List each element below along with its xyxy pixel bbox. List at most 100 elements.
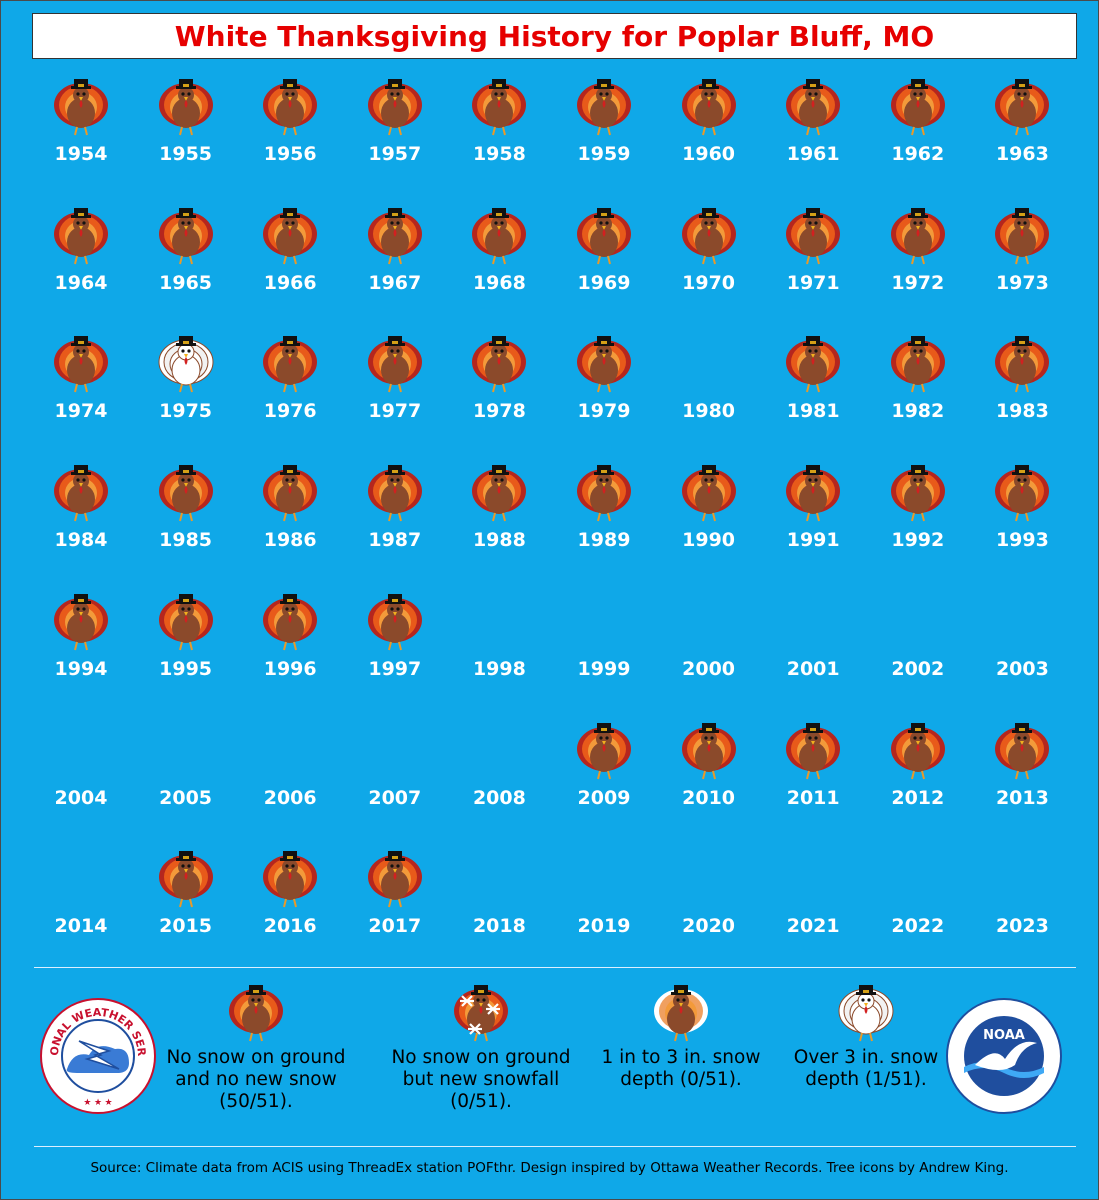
- year-cell-1964: 1964: [29, 200, 133, 320]
- turkey-icon: [472, 336, 527, 393]
- year-label: 1988: [472, 529, 526, 552]
- turkey-icon: [995, 207, 1050, 264]
- turkey-icon: [367, 465, 422, 522]
- turkey-icon: [786, 207, 841, 264]
- turkey-icon: [786, 79, 841, 136]
- year-label: 1975: [159, 400, 213, 423]
- year-cell-1999: 1999: [552, 586, 656, 706]
- turkey-icon: [577, 79, 631, 136]
- year-cell-1967: 1967: [343, 200, 447, 320]
- year-cell-1989: 1989: [552, 457, 656, 577]
- year-cell-2009: 2009: [552, 715, 656, 835]
- year-label: 1982: [891, 400, 945, 423]
- year-label: 1993: [995, 529, 1049, 552]
- turkey-icon: [263, 465, 318, 522]
- year-label: 1992: [891, 529, 945, 552]
- noaa-logo: NOAA: [946, 998, 1062, 1114]
- year-cell-1959: 1959: [552, 71, 656, 191]
- turkey-icon: [786, 336, 841, 393]
- turkey-icon: [995, 336, 1050, 393]
- legend-text: No snow on ground and no new snow (50/51…: [166, 1047, 346, 1112]
- year-cell-1962: 1962: [866, 71, 970, 191]
- year-cell-2014: 2014: [29, 843, 133, 963]
- year-cell-1975: 1975: [134, 328, 238, 448]
- year-label: 1965: [159, 271, 213, 294]
- turkey-icon: [367, 207, 422, 264]
- year-label: 2005: [159, 786, 213, 809]
- year-cell-1991: 1991: [761, 457, 865, 577]
- year-cell-1992: 1992: [866, 457, 970, 577]
- turkey-icon: [681, 79, 736, 136]
- year-cell-1986: 1986: [238, 457, 342, 577]
- year-label: 1966: [263, 271, 317, 294]
- year-cell-1956: 1956: [238, 71, 342, 191]
- year-label: 1972: [891, 271, 945, 294]
- snowflake-turkey-icon: [454, 985, 508, 1042]
- year-cell-1995: 1995: [134, 586, 238, 706]
- year-cell-1994: 1994: [29, 586, 133, 706]
- year-label: 2006: [263, 786, 317, 809]
- year-cell-1965: 1965: [134, 200, 238, 320]
- year-label: 2008: [472, 786, 526, 809]
- year-cell-1960: 1960: [657, 71, 761, 191]
- year-label: 1995: [159, 657, 213, 680]
- year-label: 2018: [472, 915, 526, 938]
- turkey-icon: [367, 851, 422, 908]
- year-cell-2002: 2002: [866, 586, 970, 706]
- year-cell-2018: 2018: [447, 843, 551, 963]
- year-cell-1990: 1990: [657, 457, 761, 577]
- year-cell-2012: 2012: [866, 715, 970, 835]
- year-label: 2011: [786, 786, 840, 809]
- year-label: 1999: [577, 657, 631, 680]
- white-turkey-icon: [838, 985, 894, 1042]
- year-label: 1954: [54, 143, 108, 165]
- turkey-icon: [158, 79, 213, 136]
- turkey-icon: [472, 79, 527, 136]
- year-cell-2001: 2001: [761, 586, 865, 706]
- year-cell-2005: 2005: [134, 715, 238, 835]
- divider-bottom: [34, 1146, 1076, 1147]
- turkey-icon: [577, 207, 631, 264]
- turkey-icon: [577, 465, 631, 522]
- turkey-icon: [54, 336, 108, 393]
- legend-item-1: No snow on ground and no new snow (50/51…: [161, 981, 351, 1113]
- legend-item-2: No snow on ground but new snowfall (0/51…: [386, 981, 576, 1113]
- divider-top: [34, 967, 1076, 968]
- year-label: 1973: [995, 271, 1049, 294]
- legend-text: Over 3 in. snow depth (1/51).: [793, 1047, 939, 1090]
- year-cell-2008: 2008: [447, 715, 551, 835]
- turkey-icon: [995, 465, 1050, 522]
- turkey-icon: [472, 207, 527, 264]
- year-label: 1964: [54, 271, 108, 294]
- legend-text: No snow on ground but new snowfall (0/51…: [391, 1047, 571, 1112]
- year-cell-1976: 1976: [238, 328, 342, 448]
- turkey-icon: [786, 465, 841, 522]
- white-turkey-icon: [158, 336, 214, 393]
- year-cell-2004: 2004: [29, 715, 133, 835]
- legend-text: 1 in to 3 in. snow depth (0/51).: [601, 1047, 761, 1090]
- nws-logo: NATIONAL WEATHER SERVICE ★ ★ ★: [39, 997, 156, 1114]
- turkey-icon: [472, 465, 527, 522]
- turkey-icon: [54, 593, 108, 651]
- year-label: 2023: [995, 915, 1049, 938]
- year-label: 1990: [682, 529, 736, 552]
- year-label: 2012: [891, 786, 945, 809]
- turkey-icon: [263, 336, 318, 393]
- noaa-logo-text: NOAA: [983, 1028, 1025, 1043]
- year-label: 2013: [995, 786, 1049, 809]
- year-cell-1983: 1983: [970, 328, 1074, 448]
- year-cell-1955: 1955: [134, 71, 238, 191]
- year-label: 1970: [682, 271, 736, 294]
- year-label: 2020: [682, 915, 736, 938]
- year-cell-2011: 2011: [761, 715, 865, 835]
- turkey-icon: [367, 336, 422, 393]
- year-cell-1980: 1980: [657, 328, 761, 448]
- turkey-icon: [995, 79, 1050, 136]
- year-label: 1983: [995, 400, 1049, 423]
- turkey-icon: [890, 722, 945, 779]
- year-cell-2006: 2006: [238, 715, 342, 835]
- year-label: 1985: [159, 529, 213, 552]
- year-label: 2000: [682, 657, 736, 680]
- year-cell-2021: 2021: [761, 843, 865, 963]
